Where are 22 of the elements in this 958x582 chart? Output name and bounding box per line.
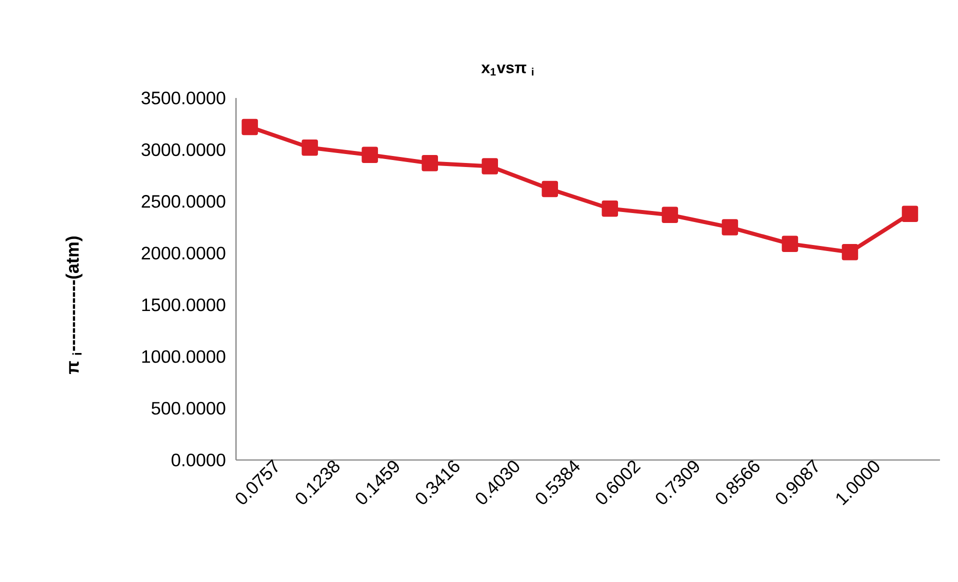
y-tick-label: 1000.0000	[142, 350, 226, 363]
y-tick-label: 2500.0000	[142, 195, 226, 208]
point	[242, 118, 258, 136]
y-tick-label: 0.0000	[172, 454, 226, 466]
y-tick-label: 500.0000	[152, 402, 226, 415]
y-tick-label: 3000.0000	[142, 143, 226, 156]
y-axis-title: π $_{i}$------------(atm)	[66, 236, 82, 374]
chart-title: x$_{1}$vsπ $_{i}$	[481, 64, 534, 76]
point	[902, 206, 918, 222]
point	[302, 140, 318, 156]
y-tick-label: 2000.0000	[142, 246, 226, 260]
point	[482, 158, 498, 174]
y-tick-label: 1500.0000	[142, 298, 226, 312]
point	[782, 236, 798, 252]
point	[662, 206, 678, 223]
point	[722, 219, 738, 236]
point	[422, 155, 438, 172]
point	[602, 200, 618, 217]
y-tick-label: 3500.0000	[142, 92, 226, 104]
point	[542, 180, 558, 198]
point	[362, 146, 378, 164]
point	[842, 244, 858, 260]
